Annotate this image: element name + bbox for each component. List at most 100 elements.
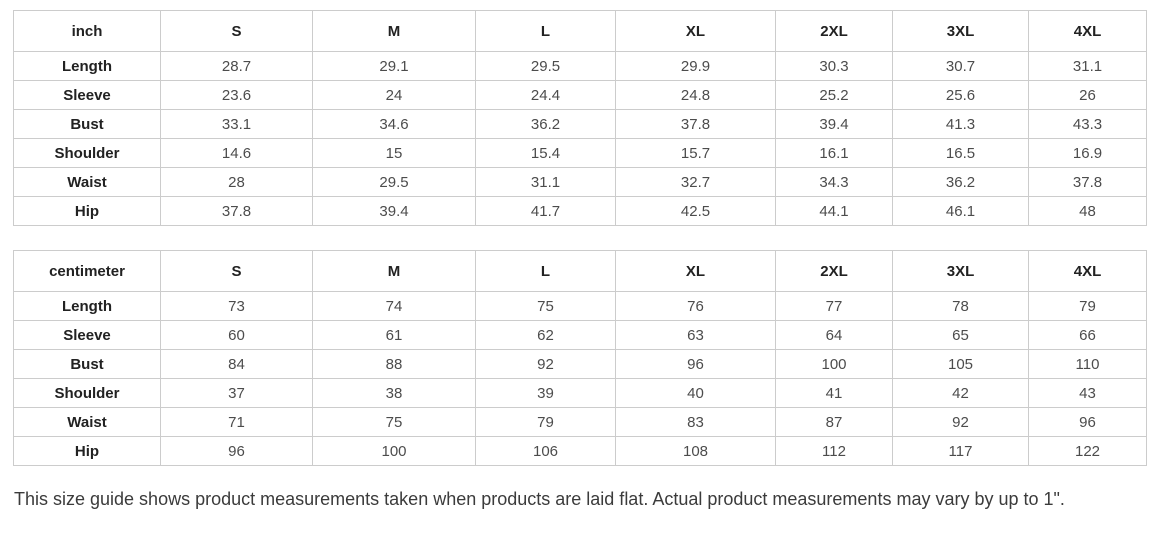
value-cell: 46.1 bbox=[892, 196, 1029, 226]
unit-header-cell: centimeter bbox=[13, 250, 161, 292]
row-label: Waist bbox=[13, 167, 161, 197]
value-cell: 43.3 bbox=[1028, 109, 1147, 139]
value-cell: 64 bbox=[775, 320, 893, 350]
value-cell: 100 bbox=[775, 349, 893, 379]
value-cell: 41 bbox=[775, 378, 893, 408]
row-label: Bust bbox=[13, 349, 161, 379]
table-row: Sleeve 23.6 24 24.4 24.8 25.2 25.6 26 bbox=[13, 80, 1147, 110]
table-row: Length 73 74 75 76 77 78 79 bbox=[13, 291, 1147, 321]
value-cell: 78 bbox=[892, 291, 1029, 321]
value-cell: 36.2 bbox=[892, 167, 1029, 197]
value-cell: 76 bbox=[615, 291, 776, 321]
value-cell: 41.7 bbox=[475, 196, 616, 226]
value-cell: 30.7 bbox=[892, 51, 1029, 81]
size-header-cell: XL bbox=[615, 10, 776, 52]
value-cell: 29.5 bbox=[475, 51, 616, 81]
value-cell: 37.8 bbox=[615, 109, 776, 139]
row-label: Length bbox=[13, 51, 161, 81]
value-cell: 33.1 bbox=[160, 109, 313, 139]
size-header-cell: 4XL bbox=[1028, 250, 1147, 292]
value-cell: 122 bbox=[1028, 436, 1147, 466]
table-row: Waist 28 29.5 31.1 32.7 34.3 36.2 37.8 bbox=[13, 167, 1147, 197]
value-cell: 75 bbox=[475, 291, 616, 321]
value-cell: 65 bbox=[892, 320, 1029, 350]
table-row: Shoulder 37 38 39 40 41 42 43 bbox=[13, 378, 1147, 408]
value-cell: 48 bbox=[1028, 196, 1147, 226]
value-cell: 16.9 bbox=[1028, 138, 1147, 168]
size-header-cell: L bbox=[475, 250, 616, 292]
size-header-cell: S bbox=[160, 250, 313, 292]
value-cell: 24 bbox=[312, 80, 476, 110]
value-cell: 34.3 bbox=[775, 167, 893, 197]
value-cell: 16.5 bbox=[892, 138, 1029, 168]
value-cell: 25.2 bbox=[775, 80, 893, 110]
value-cell: 40 bbox=[615, 378, 776, 408]
value-cell: 96 bbox=[1028, 407, 1147, 437]
value-cell: 83 bbox=[615, 407, 776, 437]
value-cell: 44.1 bbox=[775, 196, 893, 226]
value-cell: 36.2 bbox=[475, 109, 616, 139]
value-cell: 92 bbox=[892, 407, 1029, 437]
value-cell: 42.5 bbox=[615, 196, 776, 226]
value-cell: 16.1 bbox=[775, 138, 893, 168]
value-cell: 15 bbox=[312, 138, 476, 168]
value-cell: 96 bbox=[615, 349, 776, 379]
value-cell: 37 bbox=[160, 378, 313, 408]
value-cell: 77 bbox=[775, 291, 893, 321]
table-row: Waist 71 75 79 83 87 92 96 bbox=[13, 407, 1147, 437]
row-label: Waist bbox=[13, 407, 161, 437]
value-cell: 38 bbox=[312, 378, 476, 408]
table-row: Bust 84 88 92 96 100 105 110 bbox=[13, 349, 1147, 379]
table-row: Bust 33.1 34.6 36.2 37.8 39.4 41.3 43.3 bbox=[13, 109, 1147, 139]
value-cell: 37.8 bbox=[1028, 167, 1147, 197]
value-cell: 66 bbox=[1028, 320, 1147, 350]
row-label: Hip bbox=[13, 196, 161, 226]
row-label: Hip bbox=[13, 436, 161, 466]
value-cell: 29.9 bbox=[615, 51, 776, 81]
value-cell: 73 bbox=[160, 291, 313, 321]
value-cell: 23.6 bbox=[160, 80, 313, 110]
size-header-cell: XL bbox=[615, 250, 776, 292]
value-cell: 62 bbox=[475, 320, 616, 350]
size-table-inch: inch S M L XL 2XL 3XL 4XL Length 28.7 29.1 29.5 29.… bbox=[13, 10, 1147, 226]
size-header-cell: M bbox=[312, 250, 476, 292]
value-cell: 32.7 bbox=[615, 167, 776, 197]
value-cell: 100 bbox=[312, 436, 476, 466]
value-cell: 14.6 bbox=[160, 138, 313, 168]
value-cell: 74 bbox=[312, 291, 476, 321]
value-cell: 43 bbox=[1028, 378, 1147, 408]
value-cell: 30.3 bbox=[775, 51, 893, 81]
table-row: Sleeve 60 61 62 63 64 65 66 bbox=[13, 320, 1147, 350]
row-label: Bust bbox=[13, 109, 161, 139]
table-row: Hip 37.8 39.4 41.7 42.5 44.1 46.1 48 bbox=[13, 196, 1147, 226]
row-label: Length bbox=[13, 291, 161, 321]
value-cell: 28.7 bbox=[160, 51, 313, 81]
size-guide-page: inch S M L XL 2XL 3XL 4XL Length 28.7 29.1 29.5 29.… bbox=[0, 10, 1171, 540]
value-cell: 28 bbox=[160, 167, 313, 197]
value-cell: 92 bbox=[475, 349, 616, 379]
size-header-cell: L bbox=[475, 10, 616, 52]
value-cell: 39 bbox=[475, 378, 616, 408]
header-row: centimeter S M L XL 2XL 3XL 4XL bbox=[13, 250, 1147, 292]
row-label: Sleeve bbox=[13, 80, 161, 110]
value-cell: 31.1 bbox=[475, 167, 616, 197]
row-label: Shoulder bbox=[13, 138, 161, 168]
value-cell: 87 bbox=[775, 407, 893, 437]
value-cell: 41.3 bbox=[892, 109, 1029, 139]
value-cell: 112 bbox=[775, 436, 893, 466]
value-cell: 24.8 bbox=[615, 80, 776, 110]
value-cell: 39.4 bbox=[775, 109, 893, 139]
size-header-cell: 2XL bbox=[775, 10, 893, 52]
value-cell: 84 bbox=[160, 349, 313, 379]
value-cell: 37.8 bbox=[160, 196, 313, 226]
value-cell: 15.7 bbox=[615, 138, 776, 168]
size-header-cell: M bbox=[312, 10, 476, 52]
value-cell: 96 bbox=[160, 436, 313, 466]
size-header-cell: 4XL bbox=[1028, 10, 1147, 52]
size-header-cell: S bbox=[160, 10, 313, 52]
value-cell: 110 bbox=[1028, 349, 1147, 379]
header-row: inch S M L XL 2XL 3XL 4XL bbox=[13, 10, 1147, 52]
table-row: Length 28.7 29.1 29.5 29.9 30.3 30.7 31.1 bbox=[13, 51, 1147, 81]
value-cell: 79 bbox=[475, 407, 616, 437]
value-cell: 106 bbox=[475, 436, 616, 466]
